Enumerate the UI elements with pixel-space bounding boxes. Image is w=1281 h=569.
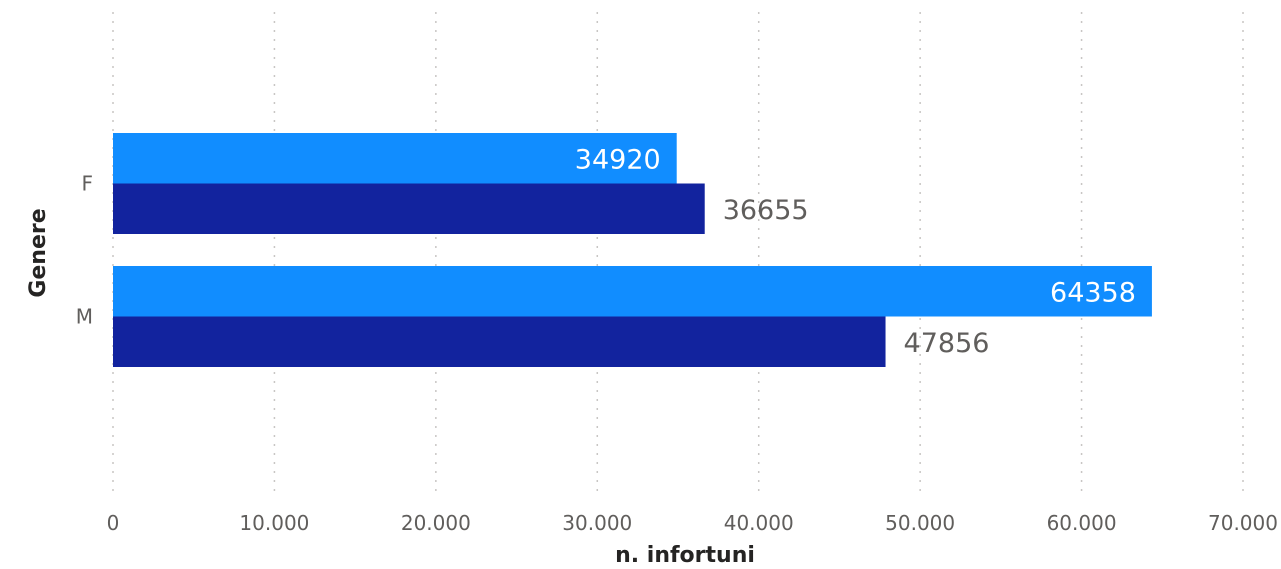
x-tick-label: 70.000 xyxy=(1208,511,1278,535)
bars xyxy=(113,133,1152,367)
data-label: 47856 xyxy=(904,328,990,359)
x-tick-label: 20.000 xyxy=(401,511,471,535)
gridlines xyxy=(112,12,1244,494)
x-tick-label: 40.000 xyxy=(724,511,794,535)
bar[interactable] xyxy=(113,266,1152,317)
x-tick-label: 30.000 xyxy=(562,511,632,535)
x-tick-label: 50.000 xyxy=(885,511,955,535)
x-tick-label: 10.000 xyxy=(239,511,309,535)
y-tick-label: M xyxy=(76,305,93,329)
bar[interactable] xyxy=(113,183,705,235)
x-tick-label: 60.000 xyxy=(1047,511,1117,535)
data-labels: 34920 36655 64358 47856 xyxy=(575,144,1136,359)
x-axis-title: n. infortuni xyxy=(615,543,755,568)
data-label: 64358 xyxy=(1050,277,1136,308)
data-label: 34920 xyxy=(575,144,661,175)
y-axis-title: Genere xyxy=(26,208,51,297)
x-tick-label: 0 xyxy=(107,511,120,535)
bar[interactable] xyxy=(113,316,886,368)
bar[interactable] xyxy=(113,133,677,184)
data-label: 36655 xyxy=(723,195,809,226)
category-labels: FM xyxy=(76,172,93,329)
x-tick-labels: 0 10.000 20.000 30.000 40.000 50.000 60.000 70.… xyxy=(107,511,1278,535)
y-tick-label: F xyxy=(81,172,93,196)
